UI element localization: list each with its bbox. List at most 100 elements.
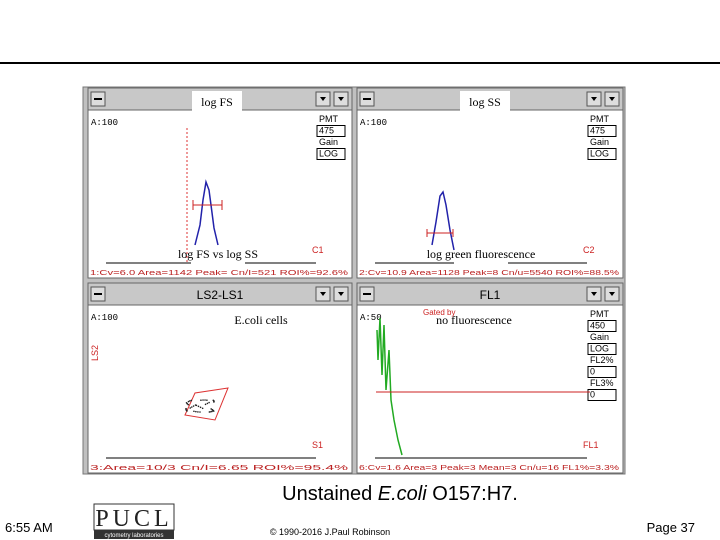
scatter-dot bbox=[208, 401, 210, 404]
scatter-dot bbox=[187, 403, 190, 406]
setting-text: LOG bbox=[590, 149, 609, 159]
region-label: S1 bbox=[312, 440, 323, 450]
copyright: © 1990-2016 J.Paul Robinson bbox=[270, 527, 390, 537]
panel-title: FL1 bbox=[480, 288, 501, 302]
scatter-dot bbox=[191, 406, 193, 408]
scatter-dot bbox=[197, 405, 200, 408]
setting-box bbox=[587, 148, 617, 160]
histogram bbox=[431, 190, 455, 251]
label-backdrop bbox=[192, 91, 242, 131]
label-backdrop bbox=[454, 244, 508, 270]
setting-text: 450 bbox=[590, 321, 605, 331]
menu-arrow bbox=[338, 292, 344, 296]
setting-box bbox=[587, 343, 617, 355]
plot-area bbox=[87, 109, 353, 279]
page-number: Page 37 bbox=[647, 520, 695, 535]
scatter-dot bbox=[204, 399, 206, 401]
scatter-dot bbox=[200, 399, 202, 402]
stats-footer: 3:Area=10/3 Cn/I=6.65 ROI%=95.4% bbox=[90, 463, 349, 472]
count-label: A:100 bbox=[360, 118, 387, 128]
scatter-dot bbox=[206, 399, 208, 401]
overlay-label: log FS vs log SS bbox=[178, 247, 258, 261]
overlay-label: log green fluorescence bbox=[427, 247, 536, 261]
scatter-dot bbox=[193, 410, 195, 413]
menu-arrow bbox=[591, 97, 597, 101]
count-label: A:50 bbox=[360, 313, 382, 323]
count-label: A:100 bbox=[91, 313, 118, 323]
scatter-dot bbox=[199, 411, 201, 413]
setting-text: LOG bbox=[590, 344, 609, 354]
menu-arrow bbox=[320, 97, 326, 101]
region-label: C1 bbox=[312, 245, 324, 255]
setting-box bbox=[316, 148, 346, 160]
caption-italic: E.coli bbox=[378, 483, 427, 505]
region-label: C2 bbox=[583, 245, 595, 255]
menu-arrow bbox=[320, 292, 326, 296]
setting-text: Gain bbox=[319, 137, 338, 147]
scatter-dot bbox=[210, 410, 212, 413]
label-backdrop bbox=[191, 244, 245, 270]
setting-text: Gain bbox=[590, 332, 609, 342]
menu-arrow bbox=[609, 292, 615, 296]
scatter-dot bbox=[192, 405, 195, 407]
caption-text: Unstained bbox=[282, 483, 378, 505]
overlay-label: no fluorescence bbox=[436, 313, 512, 327]
scatter-dot bbox=[187, 400, 190, 403]
scatter-dot bbox=[208, 411, 211, 413]
logo: PUCL cytometry laboratories bbox=[93, 503, 175, 539]
setting-box bbox=[587, 389, 617, 401]
scatter-dot bbox=[210, 408, 212, 410]
menu-arrow bbox=[591, 292, 597, 296]
setting-text: 475 bbox=[590, 126, 605, 136]
caption: Unstained E.coli O157:H7. bbox=[282, 483, 518, 505]
label-backdrop bbox=[460, 91, 510, 131]
stats-footer: 1:Cv=6.0 Area=1142 Peak= Cn/I=521 ROI%=9… bbox=[90, 268, 348, 277]
logo-sub: cytometry laboratories bbox=[104, 533, 163, 539]
scatter-dot bbox=[189, 407, 192, 409]
overlay-label: log SS bbox=[469, 95, 501, 109]
scatter-dot bbox=[201, 407, 204, 410]
histogram bbox=[376, 317, 403, 456]
histogram bbox=[194, 179, 219, 246]
logo-bar bbox=[94, 530, 174, 539]
scatter-dot bbox=[204, 403, 207, 406]
logo-text: PUCL bbox=[95, 506, 172, 532]
overlay-label: log FS bbox=[201, 95, 233, 109]
setting-text: 475 bbox=[319, 126, 334, 136]
setting-text: 0 bbox=[590, 390, 595, 400]
y-axis-label: LS2 bbox=[90, 345, 100, 361]
scatter-dot bbox=[189, 400, 191, 402]
scatter-dot bbox=[212, 399, 215, 402]
scatter-dot bbox=[190, 399, 193, 402]
scatter-dot bbox=[206, 402, 209, 405]
setting-text: 0 bbox=[590, 367, 595, 377]
caption-text: O157:H7. bbox=[427, 483, 518, 505]
scatter-dot bbox=[202, 399, 204, 401]
setting-text: LOG bbox=[319, 149, 338, 159]
region-label: FL1 bbox=[583, 440, 599, 450]
scatter-dot bbox=[212, 410, 215, 412]
setting-text: FL3% bbox=[590, 378, 614, 388]
scatter-dot bbox=[195, 410, 197, 413]
scatter-dot bbox=[211, 410, 213, 413]
setting-box bbox=[587, 320, 617, 332]
scatter-dot bbox=[197, 411, 199, 413]
setting-box bbox=[316, 125, 346, 137]
region-marker bbox=[192, 200, 223, 210]
setting-box bbox=[587, 125, 617, 137]
stats-footer: 6:Cv=1.6 Area=3 Peak=3 Mean=3 Cn/u=16 FL… bbox=[359, 463, 619, 472]
scatter-dot bbox=[194, 404, 197, 406]
stats-footer: 2:Cv=10.9 Area=1128 Peak=8 Cn/u=5540 ROI… bbox=[359, 268, 619, 277]
logo-box bbox=[93, 503, 175, 531]
panels: A:100 1:Cv=6.0 Area=1142 Peak= Cn/I=521 R… bbox=[87, 87, 624, 474]
setting-text: PMT bbox=[590, 309, 610, 319]
scatter-dot bbox=[186, 402, 189, 405]
panel-title: LS2-LS1 bbox=[197, 288, 244, 302]
plot-area bbox=[356, 304, 624, 474]
time: 6:55 AM bbox=[5, 520, 53, 535]
overlay-label: E.coli cells bbox=[234, 313, 288, 327]
setting-text: Gain bbox=[590, 137, 609, 147]
scatter-dot bbox=[185, 407, 187, 410]
setting-text: FL2% bbox=[590, 355, 614, 365]
